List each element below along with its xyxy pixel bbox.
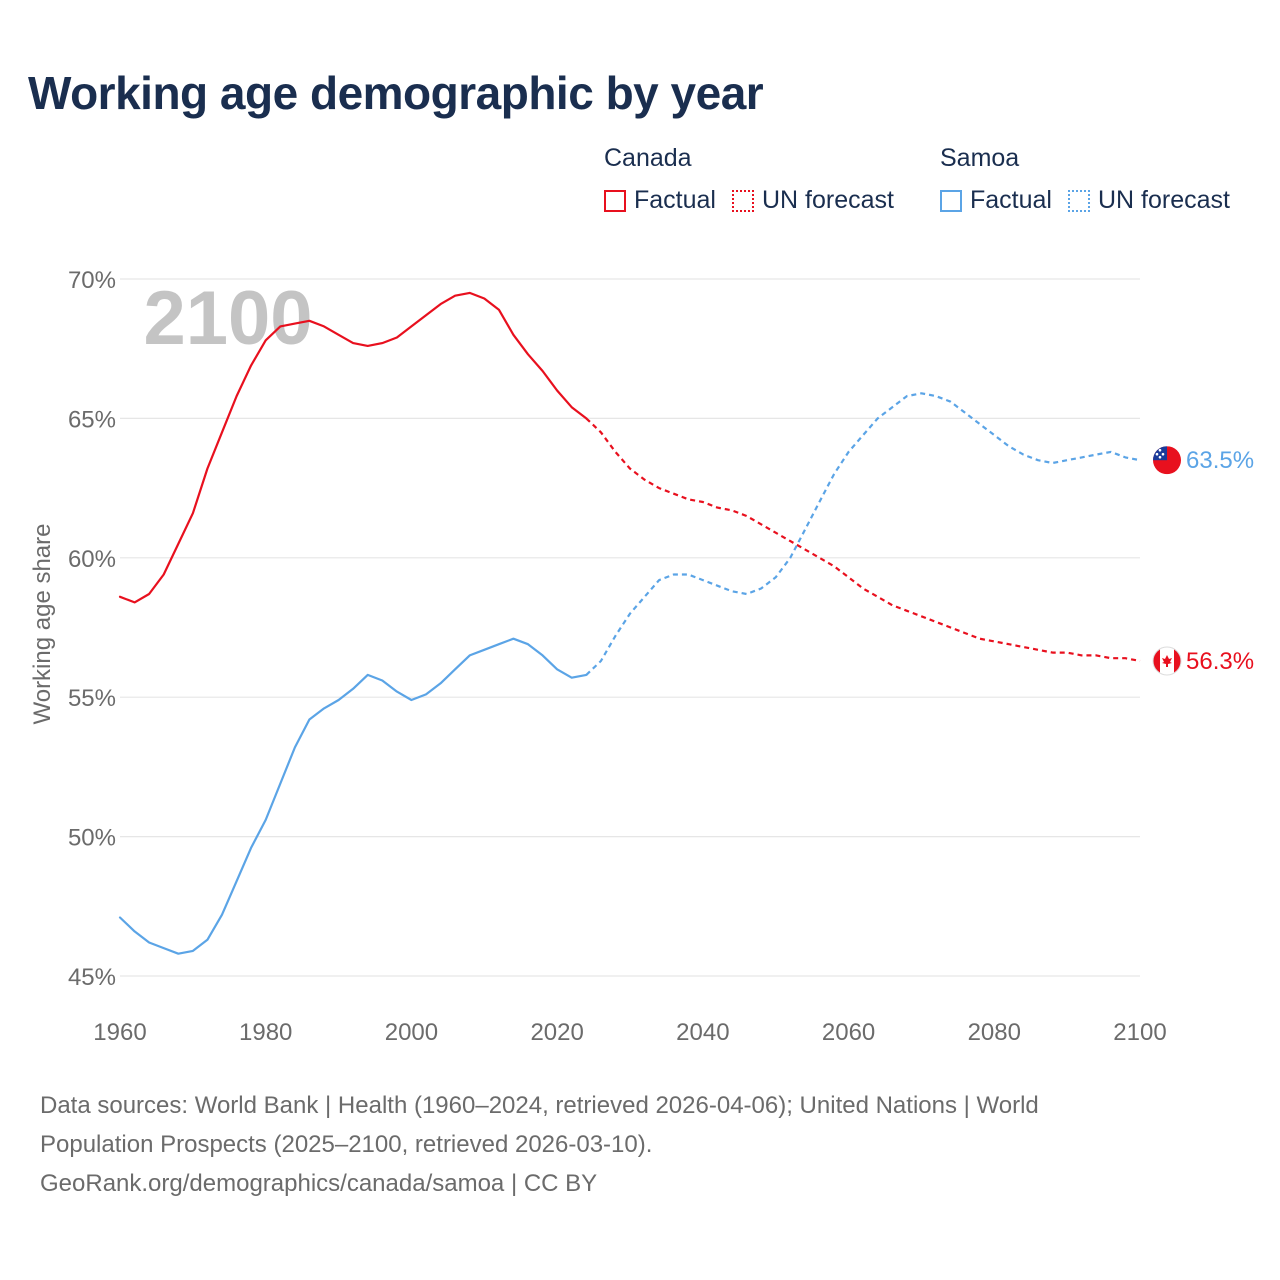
y-tick-label: 60% bbox=[68, 546, 116, 573]
y-tick-label: 50% bbox=[68, 825, 116, 852]
x-tick-label: 2080 bbox=[968, 1019, 1021, 1046]
footer-line-3[interactable]: GeoRank.org/demographics/canada/samoa | … bbox=[40, 1170, 598, 1197]
samoa-forecast-swatch bbox=[1067, 189, 1090, 212]
legend-samoa: Samoa Factual UN forecast bbox=[940, 144, 1246, 215]
year-watermark: 2100 bbox=[143, 276, 312, 361]
canada-flag-icon bbox=[1152, 646, 1182, 676]
y-tick-labels: 70% 65% 60% 55% 50% 45% bbox=[68, 267, 116, 991]
canada-forecast-line bbox=[585, 417, 1141, 663]
footer-line-2: Population Prospects (2025–2100, retriev… bbox=[40, 1131, 653, 1158]
samoa-factual-line bbox=[118, 637, 588, 955]
samoa-forecast-line bbox=[585, 392, 1141, 676]
y-tick-label: 45% bbox=[68, 964, 116, 991]
x-tick-label: 2060 bbox=[822, 1019, 875, 1046]
x-tick-label: 1960 bbox=[93, 1019, 146, 1046]
endpoint-layer: 63.5% 56.3% bbox=[1152, 446, 1254, 676]
samoa-factual-swatch bbox=[940, 189, 962, 212]
grid-layer bbox=[120, 278, 1140, 977]
y-tick-label: 55% bbox=[68, 685, 116, 712]
end-label-canada: 56.3% bbox=[1186, 648, 1254, 675]
legend-samoa-name: Samoa bbox=[940, 144, 1020, 172]
legend-samoa-factual[interactable]: Factual bbox=[940, 186, 1052, 215]
line-chart: 70% 65% 60% 55% 50% 45% 1960 1980 2000 2020 2040 2… bbox=[29, 267, 1254, 1046]
canada-factual-line bbox=[118, 291, 588, 604]
footer-sources: Data sources: World Bank | Health (1960–… bbox=[40, 1086, 1240, 1203]
samoa-flag-icon bbox=[1153, 446, 1181, 475]
x-tick-label: 2020 bbox=[530, 1019, 583, 1046]
y-tick-label: 70% bbox=[68, 267, 116, 294]
legend-canada-factual-label: Factual bbox=[634, 186, 716, 214]
canada-factual-swatch bbox=[604, 189, 626, 212]
series-layer bbox=[118, 291, 1141, 955]
legend-canada-name: Canada bbox=[604, 144, 692, 172]
x-tick-label: 2100 bbox=[1113, 1019, 1166, 1046]
legend-canada: Canada Factual UN forecast bbox=[604, 144, 910, 215]
chart-title: Working age demographic by year bbox=[28, 67, 764, 119]
x-tick-labels: 1960 1980 2000 2020 2040 2060 2080 2100 bbox=[93, 1019, 1166, 1046]
legend-samoa-forecast[interactable]: UN forecast bbox=[1067, 186, 1230, 215]
y-axis-label: Working age share bbox=[29, 524, 56, 725]
x-tick-label: 1980 bbox=[239, 1019, 292, 1046]
legend-canada-factual[interactable]: Factual bbox=[604, 186, 716, 215]
x-tick-label: 2040 bbox=[676, 1019, 729, 1046]
y-tick-label: 65% bbox=[68, 406, 116, 433]
footer-line-1: Data sources: World Bank | Health (1960–… bbox=[40, 1092, 1039, 1119]
canada-forecast-swatch bbox=[731, 189, 754, 212]
legend-samoa-forecast-label: UN forecast bbox=[1097, 186, 1230, 214]
legend-canada-forecast-label: UN forecast bbox=[761, 186, 894, 214]
legend-canada-forecast[interactable]: UN forecast bbox=[731, 186, 894, 215]
end-label-samoa: 63.5% bbox=[1186, 447, 1254, 474]
legend-samoa-factual-label: Factual bbox=[970, 186, 1052, 214]
x-tick-label: 2000 bbox=[385, 1019, 438, 1046]
